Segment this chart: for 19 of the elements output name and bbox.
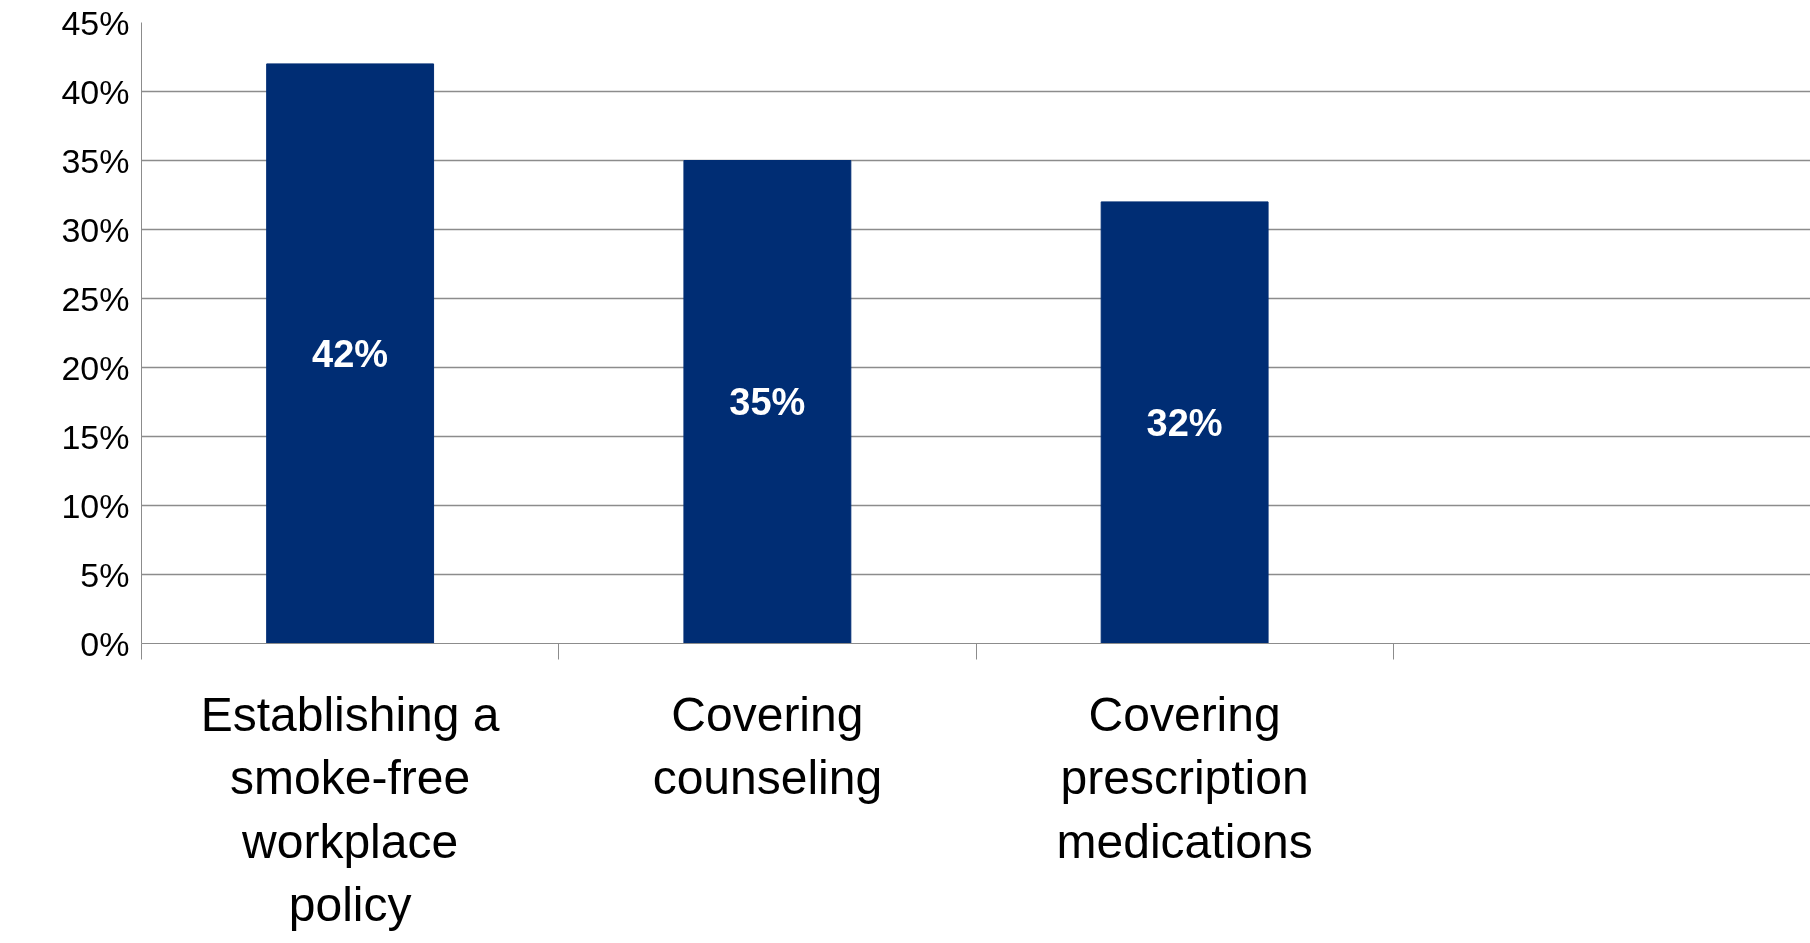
data-label: 35% bbox=[729, 381, 806, 423]
y-tick-label: 35% bbox=[61, 141, 130, 180]
y-tick-label: 25% bbox=[61, 279, 130, 318]
y-tick-label: 40% bbox=[61, 72, 130, 111]
y-tick-label: 45% bbox=[61, 3, 130, 42]
bar bbox=[1100, 201, 1269, 644]
y-tick-label: 15% bbox=[61, 417, 130, 456]
y-tick-label: 5% bbox=[80, 555, 130, 594]
data-label: 32% bbox=[1146, 401, 1223, 444]
data-label: 42% bbox=[312, 332, 389, 375]
bar bbox=[266, 63, 435, 644]
x-tick-label: Covering counseling bbox=[652, 687, 883, 805]
x-tick-label: Covering prescription medications bbox=[1056, 687, 1313, 868]
y-tick-label: 20% bbox=[61, 348, 130, 387]
bar bbox=[683, 160, 852, 644]
x-tick-label: Establishing a smoke-free workplace policy bbox=[200, 687, 500, 932]
y-tick-label: 0% bbox=[80, 624, 130, 663]
y-tick-label: 30% bbox=[61, 210, 130, 249]
y-tick-label: 10% bbox=[61, 486, 130, 525]
